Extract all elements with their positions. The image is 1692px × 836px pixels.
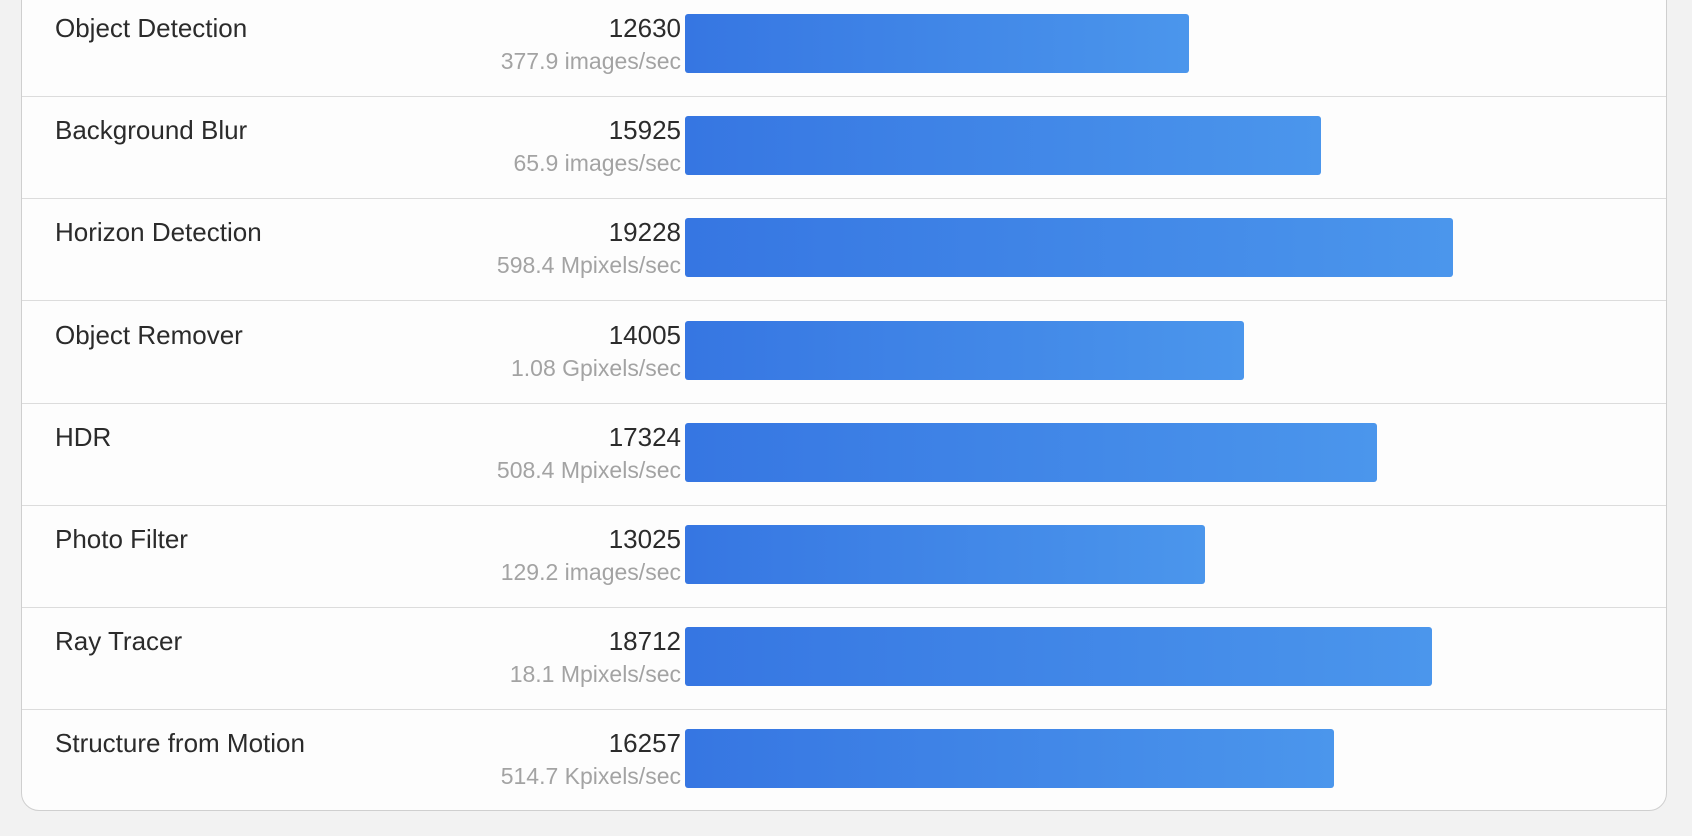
score-bar (685, 627, 1433, 687)
benchmark-row: Ray Tracer 18712 18.1 Mpixels/sec (22, 608, 1666, 711)
workload-score: 19228 (608, 217, 681, 248)
workload-score: 12630 (608, 13, 681, 43)
workload-rate: 514.7 Kpixels/sec (500, 763, 681, 790)
workload-rate: 18.1 Mpixels/sec (509, 661, 681, 688)
score-bar (685, 14, 1190, 73)
benchmark-row: Structure from Motion 16257 514.7 Kpixels/… (22, 710, 1666, 810)
workload-rate: 377.9 images/sec (500, 48, 681, 74)
workload-score: 18712 (608, 626, 681, 657)
score-bar (685, 422, 1377, 482)
workload-score: 14005 (608, 319, 681, 350)
benchmark-row: Object Remover 14005 1.08 Gpixels/sec (22, 302, 1666, 404)
workload-rate: 508.4 Mpixels/sec (496, 456, 681, 483)
workload-rate: 129.2 images/sec (500, 559, 681, 585)
workload-name: Structure from Motion (55, 728, 305, 759)
workload-rate: 598.4 Mpixels/sec (496, 252, 681, 279)
benchmark-card: Object Detection 12630 377.9 images/sec Bac… (21, 0, 1667, 811)
workload-score: 17324 (608, 421, 681, 452)
workload-name: Background Blur (55, 115, 248, 146)
workload-rate: 1.08 Gpixels/sec (510, 354, 681, 381)
benchmark-row: HDR 17324 508.4 Mpixels/sec (22, 404, 1666, 506)
workload-name: Object Remover (55, 319, 243, 350)
workload-name: Object Detection (55, 13, 248, 43)
benchmark-row: Horizon Detection 19228 598.4 Mpixels/sec (22, 199, 1666, 302)
score-bar (685, 218, 1453, 278)
workload-name: HDR (55, 421, 112, 452)
workload-score: 15925 (608, 115, 681, 146)
workload-score: 13025 (608, 524, 681, 554)
workload-name: Photo Filter (55, 524, 188, 554)
score-bar (685, 320, 1245, 380)
score-bar (685, 729, 1335, 789)
workload-name: Horizon Detection (55, 217, 262, 248)
score-bar (685, 116, 1321, 176)
benchmark-row: Background Blur 15925 65.9 images/sec (22, 97, 1666, 200)
benchmark-row: Photo Filter 13025 129.2 images/sec (22, 506, 1666, 608)
workload-rate: 65.9 images/sec (513, 150, 681, 177)
workload-name: Ray Tracer (55, 626, 183, 657)
score-bar (685, 525, 1206, 584)
workload-score: 16257 (608, 728, 681, 759)
benchmark-row: Object Detection 12630 377.9 images/sec (22, 0, 1666, 97)
